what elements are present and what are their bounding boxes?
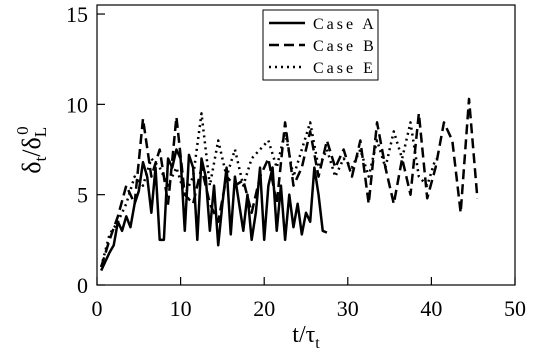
y-tick-label: 0 xyxy=(77,273,88,298)
x-label-part: t/τ xyxy=(292,322,315,348)
x-tick-label: 10 xyxy=(170,296,192,321)
y-label-part: 0 xyxy=(13,126,32,135)
x-axis-label: t/τt xyxy=(292,322,320,352)
x-tick-label: 0 xyxy=(92,296,103,321)
legend-label: Case A xyxy=(313,16,377,33)
x-tick-label: 30 xyxy=(337,296,359,321)
series-line xyxy=(100,148,328,272)
x-tick-label: 50 xyxy=(504,296,526,321)
y-tick-label: 15 xyxy=(66,2,88,27)
x-tick-label: 20 xyxy=(253,296,275,321)
x-label-part: t xyxy=(315,335,320,352)
y-tick-label: 5 xyxy=(77,183,88,208)
legend-label: Case B xyxy=(313,38,377,55)
y-label-part: L xyxy=(31,127,50,137)
legend-label: Case E xyxy=(313,60,376,77)
plot-frame xyxy=(96,4,516,286)
y-label-part: /δ xyxy=(17,137,46,156)
y-label-part: t xyxy=(31,156,50,161)
y-label-part: δ xyxy=(17,161,46,173)
legend-box xyxy=(262,9,379,81)
x-tick-label: 40 xyxy=(420,296,442,321)
y-tick-label: 10 xyxy=(66,92,88,117)
series-line xyxy=(99,97,479,268)
series-line xyxy=(99,112,437,268)
y-axis-label: δt/δL0 xyxy=(13,126,50,173)
